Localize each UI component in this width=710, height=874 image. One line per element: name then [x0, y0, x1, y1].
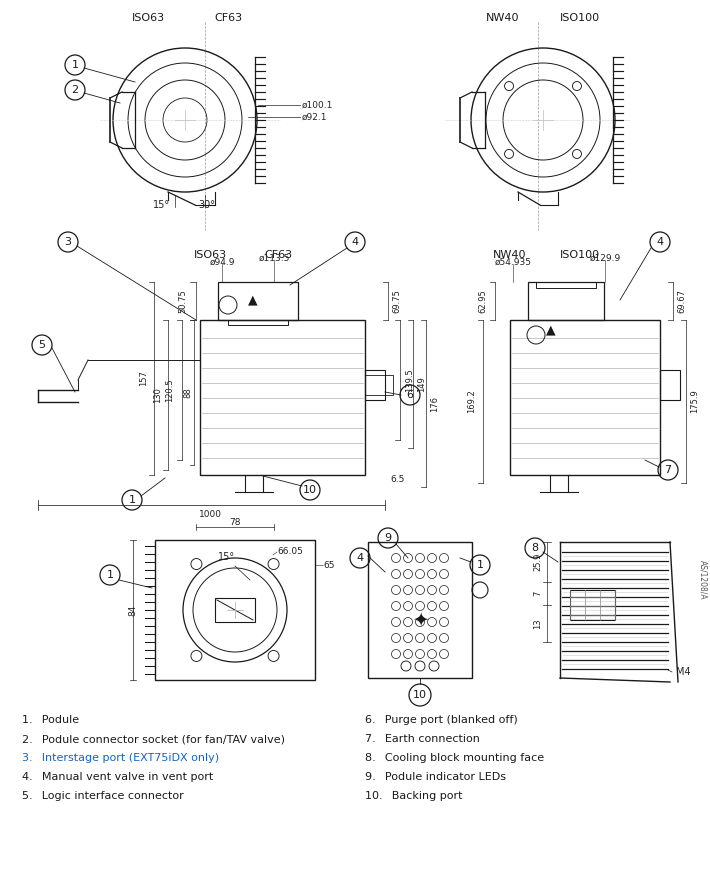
Bar — [218, 282, 298, 320]
Text: 15°: 15° — [153, 200, 170, 210]
Text: NW40: NW40 — [486, 13, 520, 23]
Text: 66.05: 66.05 — [277, 547, 303, 557]
Text: 8: 8 — [532, 543, 539, 553]
Text: ▲: ▲ — [546, 323, 556, 336]
Text: 10.  Backing port: 10. Backing port — [365, 791, 462, 801]
Bar — [228, 320, 288, 325]
Text: 3.  Interstage port (EXT75iDX only): 3. Interstage port (EXT75iDX only) — [22, 753, 219, 763]
Text: ø92.1: ø92.1 — [302, 113, 327, 121]
Text: ø129.9: ø129.9 — [589, 253, 621, 262]
Text: 4.  Manual vent valve in vent port: 4. Manual vent valve in vent port — [22, 772, 213, 782]
Text: ISO100: ISO100 — [560, 13, 600, 23]
Text: 6.  Purge port (blanked off): 6. Purge port (blanked off) — [365, 715, 518, 725]
Text: 10: 10 — [303, 485, 317, 495]
Bar — [570, 590, 615, 620]
Text: 6.5: 6.5 — [390, 475, 405, 484]
Text: 2: 2 — [72, 85, 79, 95]
Bar — [155, 540, 315, 680]
Bar — [660, 370, 680, 400]
Text: 62.95: 62.95 — [479, 289, 488, 313]
Text: 69.67: 69.67 — [677, 289, 687, 313]
Bar — [510, 320, 660, 475]
Text: 7: 7 — [533, 591, 542, 596]
Text: 1: 1 — [72, 60, 79, 70]
Text: AS/1208/A: AS/1208/A — [699, 560, 707, 600]
Text: CF63: CF63 — [214, 13, 242, 23]
Text: ø113.5: ø113.5 — [258, 253, 290, 262]
Text: CF63: CF63 — [264, 250, 292, 260]
Text: 1: 1 — [476, 560, 484, 570]
Text: 139.5: 139.5 — [405, 368, 415, 392]
Bar — [528, 282, 604, 320]
Text: 3: 3 — [65, 237, 72, 247]
Text: ▲: ▲ — [248, 294, 258, 307]
Bar — [365, 375, 393, 395]
Text: 175.9: 175.9 — [691, 390, 699, 413]
Text: 50.75: 50.75 — [178, 289, 187, 313]
Bar — [536, 282, 596, 288]
Text: 30°: 30° — [199, 200, 216, 210]
Text: 169.2: 169.2 — [467, 390, 476, 413]
Text: 5: 5 — [38, 340, 45, 350]
Bar — [365, 370, 385, 400]
Text: 4: 4 — [356, 553, 364, 563]
Text: 2.  Podule connector socket (for fan/TAV valve): 2. Podule connector socket (for fan/TAV … — [22, 734, 285, 744]
Text: 6: 6 — [407, 390, 413, 400]
Text: 65: 65 — [323, 560, 334, 570]
Text: 15°: 15° — [219, 552, 236, 562]
Text: ISO63: ISO63 — [193, 250, 226, 260]
Text: ISO63: ISO63 — [131, 13, 165, 23]
Text: 5.  Logic interface connector: 5. Logic interface connector — [22, 791, 184, 801]
Text: 8.  Cooling block mounting face: 8. Cooling block mounting face — [365, 753, 544, 763]
Text: 1: 1 — [129, 495, 136, 505]
Text: ø94.9: ø94.9 — [209, 258, 235, 267]
Bar — [368, 542, 472, 678]
Text: 4: 4 — [351, 237, 359, 247]
Text: ø100.1: ø100.1 — [302, 101, 334, 109]
Text: M4: M4 — [676, 667, 691, 677]
Bar — [200, 320, 365, 475]
Text: 10: 10 — [413, 690, 427, 700]
Text: ø54.935: ø54.935 — [494, 258, 532, 267]
Text: 120.5: 120.5 — [165, 378, 175, 402]
Text: 7.  Earth connection: 7. Earth connection — [365, 734, 480, 744]
Text: 69.75: 69.75 — [393, 289, 401, 313]
Text: 88: 88 — [183, 387, 192, 398]
Text: 13: 13 — [533, 618, 542, 628]
Text: 25.9: 25.9 — [533, 553, 542, 572]
Text: 9.  Podule indicator LEDs: 9. Podule indicator LEDs — [365, 772, 506, 782]
Text: 176: 176 — [430, 396, 439, 412]
Text: NW40: NW40 — [493, 250, 527, 260]
Text: ISO100: ISO100 — [560, 250, 600, 260]
Text: ✦: ✦ — [412, 611, 428, 629]
Text: 1.  Podule: 1. Podule — [22, 715, 79, 725]
Text: 84: 84 — [129, 604, 138, 615]
Bar — [215, 598, 255, 622]
Text: 1000: 1000 — [199, 510, 222, 519]
Text: 7: 7 — [665, 465, 672, 475]
Text: 9: 9 — [384, 533, 391, 543]
Text: 1: 1 — [106, 570, 114, 580]
Text: 149: 149 — [417, 376, 427, 392]
Text: 4: 4 — [657, 237, 664, 247]
Text: 157: 157 — [139, 371, 148, 386]
Text: 78: 78 — [229, 518, 241, 527]
Text: 130: 130 — [153, 387, 163, 403]
